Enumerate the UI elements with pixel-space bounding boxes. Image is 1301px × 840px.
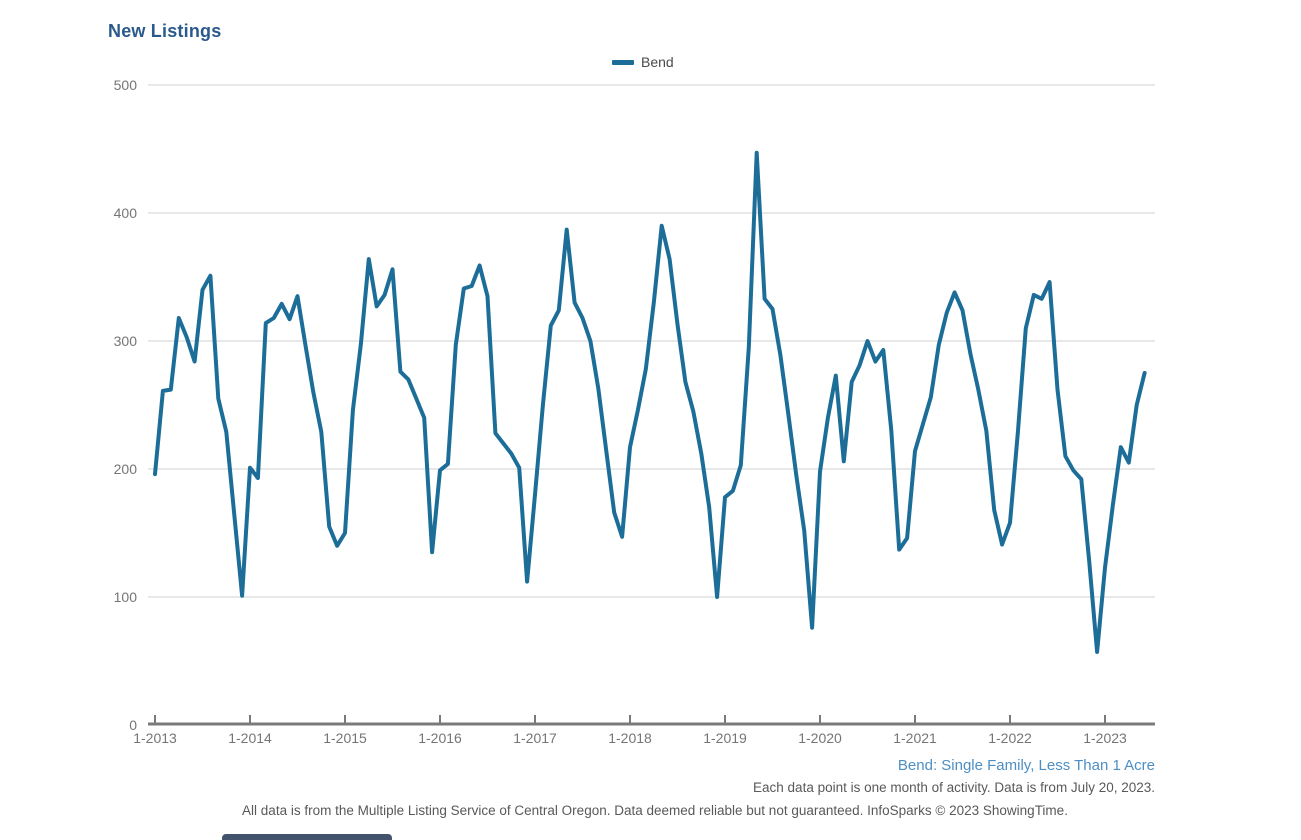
- legend-line-swatch: [612, 59, 634, 65]
- series-line-bend[interactable]: [153, 150, 1147, 654]
- x-axis-label-1-2016: 1-2016: [418, 730, 462, 746]
- page-title: New Listings: [108, 21, 222, 41]
- y-axis-label-500: 500: [113, 77, 137, 93]
- x-axis-label-1-2017: 1-2017: [513, 730, 557, 746]
- x-axis-label-1-2015: 1-2015: [323, 730, 367, 746]
- y-axis-label-400: 400: [113, 205, 137, 221]
- x-axis-label-1-2014: 1-2014: [228, 730, 272, 746]
- y-axis-label-0: 0: [129, 717, 137, 733]
- legend-item-bend[interactable]: Bend: [612, 54, 674, 70]
- x-axis-label-1-2019: 1-2019: [703, 730, 747, 746]
- x-axis-label-1-2022: 1-2022: [988, 730, 1032, 746]
- x-axis-label-1-2023: 1-2023: [1083, 730, 1127, 746]
- data-note: Each data point is one month of activity…: [753, 780, 1155, 795]
- y-axis-label-100: 100: [113, 589, 137, 605]
- x-axis-label-1-2021: 1-2021: [893, 730, 937, 746]
- y-axis-label-300: 300: [113, 333, 137, 349]
- timeline-scrubber-partial[interactable]: [222, 834, 392, 840]
- series-filter-link[interactable]: Bend: Single Family, Less Than 1 Acre: [897, 757, 1155, 774]
- legend-label: Bend: [641, 54, 674, 70]
- disclaimer-text: All data is from the Multiple Listing Se…: [242, 803, 1068, 818]
- y-axis-label-200: 200: [113, 461, 137, 477]
- x-axis-label-1-2020: 1-2020: [798, 730, 842, 746]
- x-axis-label-1-2018: 1-2018: [608, 730, 652, 746]
- x-axis-label-1-2013: 1-2013: [133, 730, 177, 746]
